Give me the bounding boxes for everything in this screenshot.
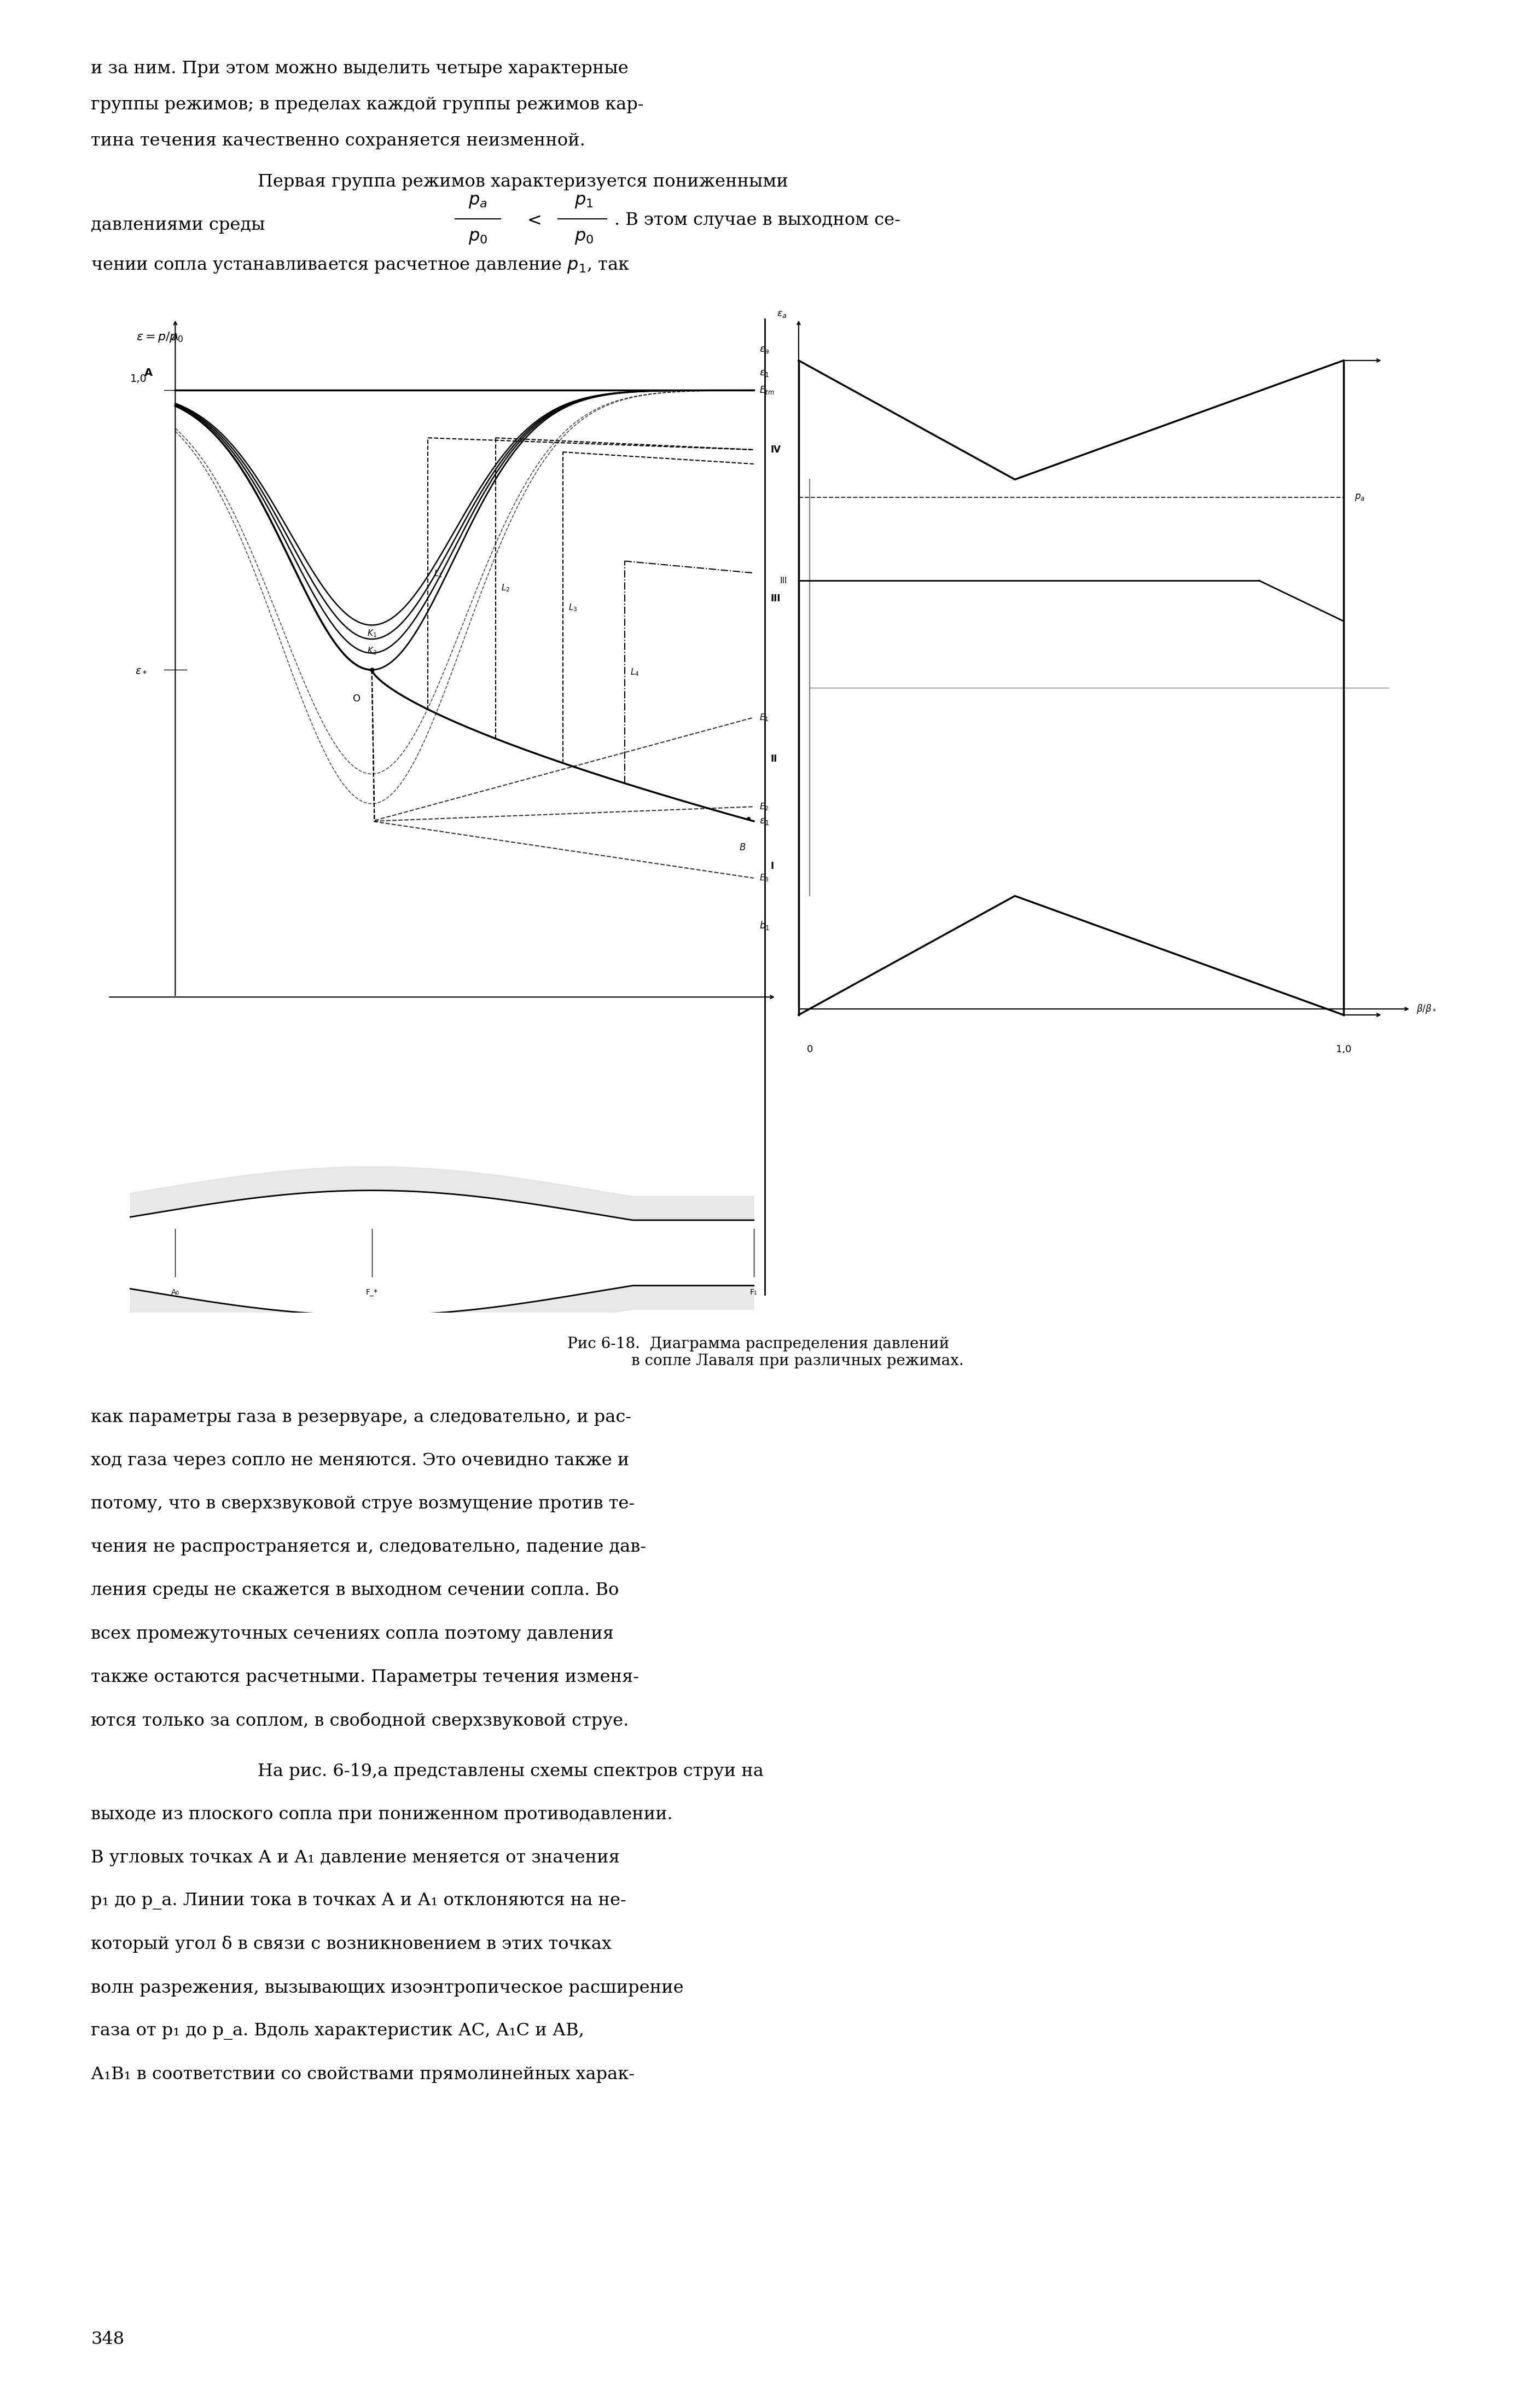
Text: $\varepsilon_a$: $\varepsilon_a$ — [777, 308, 787, 318]
Text: $p_0$: $p_0$ — [469, 229, 487, 246]
Text: III: III — [771, 592, 781, 604]
Text: $L_1$: $L_1$ — [434, 568, 443, 578]
Text: II: II — [771, 754, 777, 763]
Text: $\varepsilon_1$: $\varepsilon_1$ — [760, 816, 769, 826]
Text: волн разрежения, вызывающих изоэнтропическое расширение: волн разрежения, вызывающих изоэнтропиче… — [91, 1979, 684, 1996]
Text: $\varepsilon_1$: $\varepsilon_1$ — [760, 368, 769, 378]
Text: выходе из плоского сопла при пониженном противодавлении.: выходе из плоского сопла при пониженном … — [91, 1806, 674, 1823]
Text: F_*: F_* — [366, 1288, 378, 1296]
Text: который угол δ в связи с возникновением в этих точках: который угол δ в связи с возникновением … — [91, 1936, 611, 1953]
Text: группы режимов; в пределах каждой группы режимов кар-: группы режимов; в пределах каждой группы… — [91, 96, 643, 113]
Text: $E_3$: $E_3$ — [760, 874, 769, 884]
Text: потому, что в сверхзвуковой струе возмущение против те-: потому, что в сверхзвуковой струе возмущ… — [91, 1495, 636, 1512]
Text: р₁ до р_а. Линии тока в точках А и А₁ отклоняются на не-: р₁ до р_а. Линии тока в точках А и А₁ от… — [91, 1893, 627, 1910]
Text: $A$: $A$ — [171, 332, 179, 342]
Text: ются только за соплом, в свободной сверхзвуковой струе.: ются только за соплом, в свободной сверх… — [91, 1712, 630, 1729]
Text: В угловых точках А и А₁ давление меняется от значения: В угловых точках А и А₁ давление меняетс… — [91, 1849, 620, 1866]
Text: $K_2$: $K_2$ — [367, 645, 376, 655]
Text: $p_a$: $p_a$ — [1355, 491, 1365, 503]
Polygon shape — [130, 1165, 754, 1221]
Text: A₀: A₀ — [171, 1288, 179, 1296]
Text: $E_2$: $E_2$ — [760, 802, 769, 811]
Text: $\varepsilon_*$: $\varepsilon_*$ — [135, 665, 147, 674]
Text: На рис. 6-19,а представлены схемы спектров струи на: На рис. 6-19,а представлены схемы спектр… — [258, 1763, 765, 1780]
Text: $p_1$: $p_1$ — [575, 193, 593, 209]
Text: всех промежуточных сечениях сопла поэтому давления: всех промежуточных сечениях сопла поэтом… — [91, 1625, 614, 1642]
Text: O: O — [353, 694, 361, 703]
Text: $L_4$: $L_4$ — [630, 667, 639, 677]
Text: А₁В₁ в соответствии со свойствами прямолинейных харак-: А₁В₁ в соответствии со свойствами прямол… — [91, 2066, 634, 2083]
Text: как параметры газа в резервуаре, а следовательно, и рас-: как параметры газа в резервуаре, а следо… — [91, 1409, 631, 1426]
Text: тина течения качественно сохраняется неизменной.: тина течения качественно сохраняется неи… — [91, 132, 586, 149]
Text: $b_1$: $b_1$ — [760, 920, 769, 932]
Text: IV: IV — [771, 445, 781, 455]
Text: 0: 0 — [807, 1045, 813, 1055]
Text: и за ним. При этом можно выделить четыре характерные: и за ним. При этом можно выделить четыре… — [91, 60, 628, 77]
Text: газа от р₁ до р_а. Вдоль характеристик АС, А₁С и АВ,: газа от р₁ до р_а. Вдоль характеристик А… — [91, 2023, 584, 2040]
Text: I: I — [771, 862, 774, 872]
Text: $<$: $<$ — [523, 212, 540, 229]
Text: Рис 6-18.  Диаграмма распределения давлений
                в сопле Лаваля при р: Рис 6-18. Диаграмма распределения давлен… — [554, 1336, 963, 1368]
Text: $p_a$: $p_a$ — [469, 193, 487, 209]
Text: B: B — [739, 843, 745, 852]
Text: 348: 348 — [91, 2331, 124, 2348]
Text: 1,0: 1,0 — [130, 373, 147, 385]
Text: 1,0: 1,0 — [1335, 1045, 1352, 1055]
Text: A: A — [144, 368, 153, 378]
Text: $E_{tm}$: $E_{tm}$ — [760, 385, 775, 395]
Text: чении сопла устанавливается расчетное давление $p_1$, так: чении сопла устанавливается расчетное да… — [91, 258, 630, 275]
Text: ления среды не скажется в выходном сечении сопла. Во: ления среды не скажется в выходном сечен… — [91, 1582, 619, 1599]
Text: $p_0$: $p_0$ — [575, 229, 593, 246]
Text: ход газа через сопло не меняются. Это очевидно также и: ход газа через сопло не меняются. Это оч… — [91, 1452, 630, 1469]
Text: Первая группа режимов характеризуется пониженными: Первая группа режимов характеризуется по… — [258, 173, 789, 190]
Text: $\beta/\beta_*$: $\beta/\beta_*$ — [1417, 1004, 1437, 1014]
Text: $K_1$: $K_1$ — [367, 628, 376, 638]
Text: $L_3$: $L_3$ — [569, 602, 578, 612]
Text: также остаются расчетными. Параметры течения изменя-: также остаются расчетными. Параметры теч… — [91, 1669, 639, 1686]
Polygon shape — [130, 1286, 754, 1339]
Text: $\varepsilon_a$: $\varepsilon_a$ — [760, 344, 769, 354]
Text: F₁: F₁ — [749, 1288, 757, 1296]
Text: давлениями среды: давлениями среды — [91, 217, 265, 234]
Text: III: III — [780, 576, 787, 585]
Text: $L_2$: $L_2$ — [501, 583, 510, 592]
Text: $E_1$: $E_1$ — [760, 713, 769, 722]
Text: чения не распространяется и, следовательно, падение дав-: чения не распространяется и, следователь… — [91, 1539, 646, 1556]
Text: $\varepsilon = p/p_0$: $\varepsilon = p/p_0$ — [137, 330, 184, 344]
Text: . В этом случае в выходном се-: . В этом случае в выходном се- — [614, 212, 901, 229]
